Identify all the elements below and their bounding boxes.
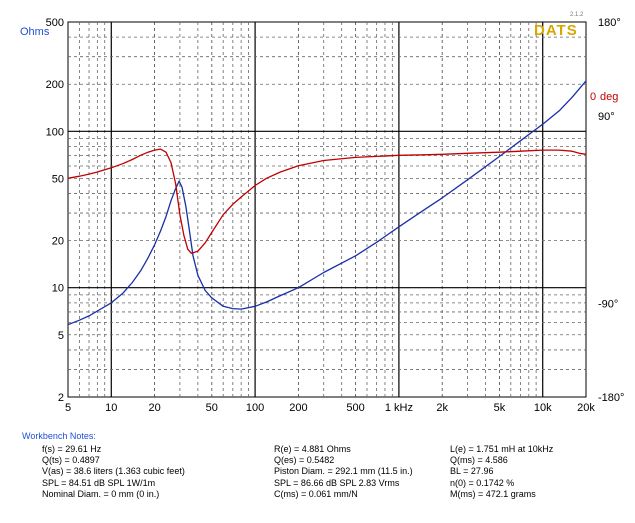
y-right-tick-label: 90° xyxy=(598,111,615,123)
notes-column-1: f(s) = 29.61 Hz Q(ts) = 0.4897 V(as) = 3… xyxy=(42,444,185,500)
y-left-tick-label: 50 xyxy=(52,173,64,185)
x-tick-label: 100 xyxy=(246,402,264,414)
x-tick-label: 5k xyxy=(494,402,506,414)
tick-labels: 5 10 20 50 100 200 500 1 kHz 2k 5k 10k 20k251020501… xyxy=(46,17,625,414)
y-left-tick-label: 5 xyxy=(58,330,64,342)
y-right-tick-label: 180° xyxy=(598,17,621,29)
y-left-tick-label: 20 xyxy=(52,236,64,248)
x-tick-label: 200 xyxy=(289,402,307,414)
x-tick-label: 10 xyxy=(105,402,117,414)
series-layer xyxy=(67,80,587,326)
y-left-tick-label: 500 xyxy=(46,17,64,29)
x-tick-label: 10k xyxy=(534,402,552,414)
note-qes: Q(es) = 0.5482 xyxy=(274,455,335,466)
brand-logo: DATS xyxy=(534,22,578,39)
note-le: L(e) = 1.751 mH at 10kHz xyxy=(450,444,554,454)
note-spl-283: SPL = 86.66 dB SPL 2.83 Vrms xyxy=(274,477,400,488)
y-left-tick-label: 100 xyxy=(46,126,64,138)
notes-column-3: L(e) = 1.751 mH at 10kHz Q(ms) = 4.586 B… xyxy=(450,444,553,500)
note-bl: BL = 27.96 xyxy=(450,466,494,477)
y-left-tick-label: 2 xyxy=(58,392,64,404)
notes-column-2: R(e) = 4.881 Ohms Q(es) = 0.5482 Piston … xyxy=(274,444,413,500)
note-qts: Q(ts) = 0.4897 xyxy=(42,455,100,466)
x-tick-label: 2k xyxy=(436,402,448,414)
impedance-chart: 5 10 20 50 100 200 500 1 kHz 2k 5k 10k 20k251020501… xyxy=(20,12,625,414)
workbench-notes: Workbench Notes: f(s) = 29.61 Hz Q(ts) =… xyxy=(22,431,622,521)
y-right-tick-label: -90° xyxy=(598,298,618,310)
note-qms: Q(ms) = 4.586 xyxy=(450,455,508,466)
phase-line xyxy=(67,148,587,254)
notes-title: Workbench Notes: xyxy=(22,431,96,441)
note-re: R(e) = 4.881 Ohms xyxy=(274,444,351,454)
note-spl-1w: SPL = 84.51 dB SPL 1W/1m xyxy=(42,477,156,488)
x-tick-label: 20 xyxy=(148,402,160,414)
plot-frame xyxy=(67,21,587,398)
y-right-tick-label: 0 xyxy=(590,91,596,103)
x-tick-label: 1 kHz xyxy=(385,402,413,414)
x-tick-label: 50 xyxy=(206,402,218,414)
y-left-tick-label: 10 xyxy=(52,283,64,295)
x-tick-label: 500 xyxy=(346,402,364,414)
note-piston-diam: Piston Diam. = 292.1 mm (11.5 in.) xyxy=(274,466,413,477)
note-fs: f(s) = 29.61 Hz xyxy=(42,444,102,454)
impedance-line xyxy=(67,80,587,326)
note-n0: n(0) = 0.1742 % xyxy=(450,477,515,488)
note-nominal-diam: Nominal Diam. = 0 mm (0 in.) xyxy=(42,488,160,499)
y-left-tick-label: 200 xyxy=(46,79,64,91)
y-right-tick-label: -180° xyxy=(598,392,624,404)
x-tick-label: 5 xyxy=(65,402,71,414)
chart-grid xyxy=(67,21,587,398)
x-tick-label: 20k xyxy=(577,402,595,414)
note-cms: C(ms) = 0.061 mm/N xyxy=(274,488,358,499)
left-axis-unit: Ohms xyxy=(20,26,50,38)
note-mms: M(ms) = 472.1 grams xyxy=(450,488,536,499)
version-label: 2.1.2 xyxy=(570,12,584,18)
right-axis-unit: deg xyxy=(600,91,618,103)
note-vas: V(as) = 38.6 liters (1.363 cubic feet) xyxy=(42,466,185,477)
